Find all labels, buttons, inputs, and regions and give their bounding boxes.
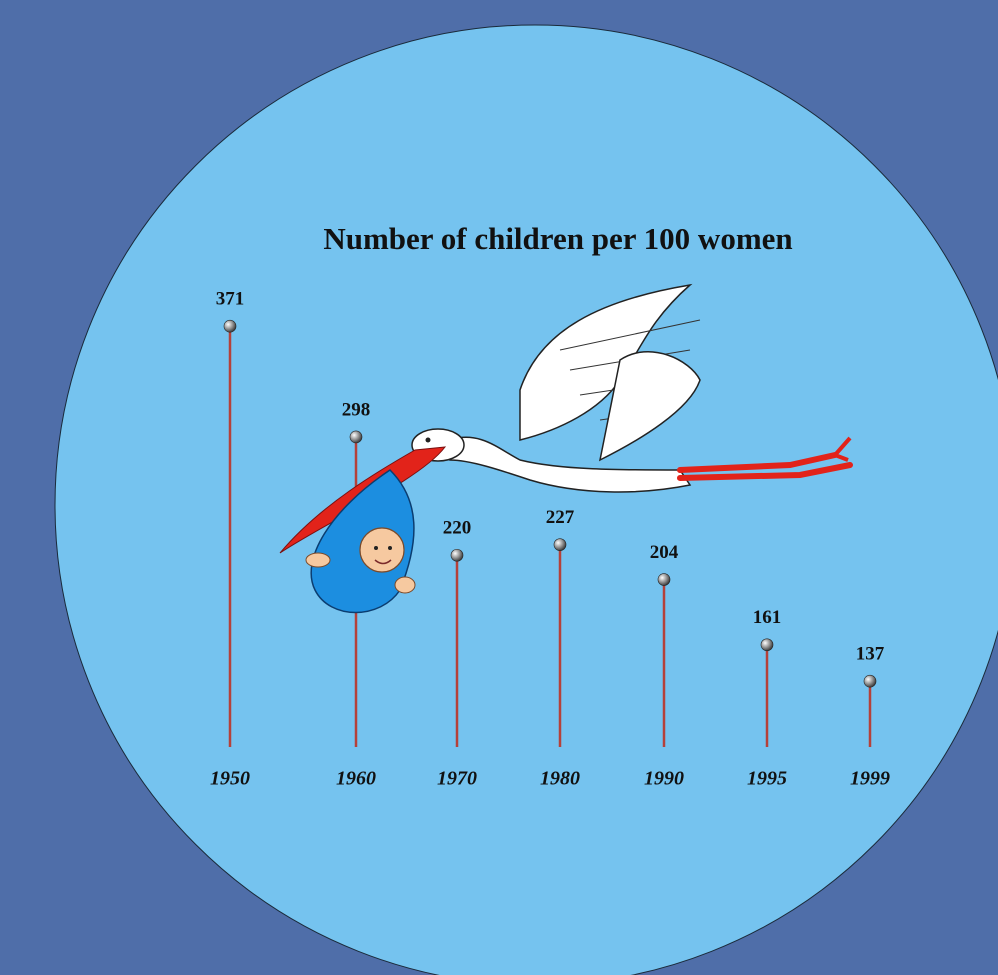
value-label: 371 [216, 289, 245, 310]
x-tick-label: 1960 [336, 768, 376, 790]
value-label: 204 [650, 542, 679, 563]
dot [553, 538, 567, 551]
x-tick-label: 1980 [540, 768, 580, 790]
value-label: 137 [856, 644, 885, 665]
x-tick-label: 1990 [644, 768, 684, 790]
x-tick-label: 1999 [850, 768, 890, 790]
x-tick-label: 1950 [210, 768, 250, 790]
value-label: 161 [753, 607, 782, 628]
value-label: 220 [443, 518, 472, 539]
value-label: 227 [546, 507, 575, 528]
dot [450, 548, 464, 562]
dot [863, 674, 877, 688]
stork-illustration [279, 283, 853, 614]
x-tick-label: 1970 [437, 768, 477, 790]
backdrop-circle [54, 24, 998, 975]
dot [760, 638, 774, 652]
x-tick-label: 1995 [747, 768, 787, 790]
dot [657, 573, 671, 586]
marks: 371 1950 298 1960 220 1970 227 1980 204 1990 161 19… [210, 289, 890, 790]
chart-title: Number of children per 100 women [323, 221, 792, 256]
value-label: 298 [342, 399, 371, 420]
dot [223, 319, 237, 333]
dot [349, 430, 363, 444]
